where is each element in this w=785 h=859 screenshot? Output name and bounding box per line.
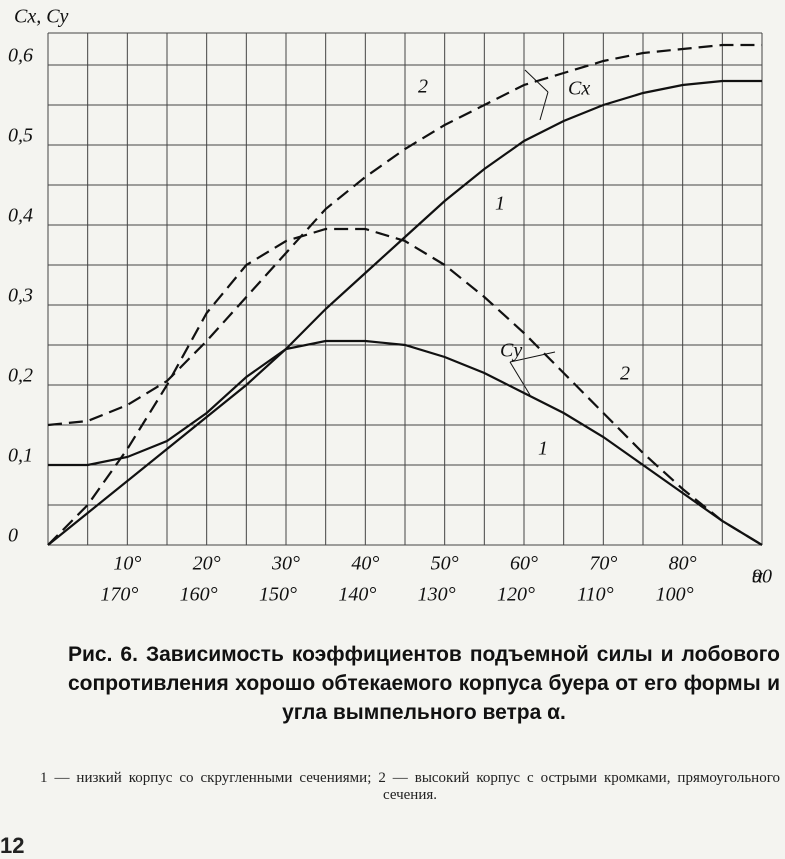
x-tick-label: 20° <box>193 553 221 575</box>
y-tick-label: 0,6 <box>8 45 33 67</box>
x2-tick-label: 120° <box>497 584 535 606</box>
page-number: 12 <box>0 833 25 858</box>
leader <box>539 91 549 121</box>
caption-title: Рис. 6. Зависимость коэффициентов подъем… <box>68 643 780 724</box>
line <box>47 227 763 546</box>
x2-tick-label: 110° <box>577 584 614 606</box>
chart: Cx, Cy α 10° 20° 30° 40° 50° 60° 70° 80° 90 170° 1… <box>8 6 772 606</box>
line <box>47 43 762 427</box>
y-tick-label: 0 <box>8 525 18 547</box>
x-tick-label: 90 <box>752 566 772 588</box>
y-tick-label: 0,1 <box>8 445 33 467</box>
x-tick-label: 80° <box>669 553 697 575</box>
x-tick-label: 10° <box>113 553 141 575</box>
line <box>48 339 763 546</box>
annotation: Cx <box>568 78 590 100</box>
y-tick-label: 0,3 <box>8 285 33 307</box>
y-tick-label: 0,2 <box>8 365 33 387</box>
caption-note: 1 — низкий корпус со скругленными сечени… <box>40 770 780 803</box>
annotation: Cy <box>500 340 522 362</box>
series-label: 2 <box>620 363 630 385</box>
x-tick-label: 50° <box>431 553 459 575</box>
leader <box>509 351 556 363</box>
x2-tick-label: 150° <box>259 584 297 606</box>
line <box>47 79 762 546</box>
x-tick-label: 60° <box>510 553 538 575</box>
series-label: 1 <box>538 438 548 460</box>
x2-tick-label: 170° <box>100 584 138 606</box>
x2-tick-label: 100° <box>656 584 694 606</box>
y-axis-label: Cx, Cy <box>14 6 69 28</box>
x-tick-label: 40° <box>351 553 379 575</box>
x-axis-label: α <box>752 566 763 588</box>
x-tick-label: 70° <box>589 553 617 575</box>
series-label: 2 <box>418 76 428 98</box>
x2-tick-label: 140° <box>338 584 376 606</box>
x2-tick-label: 130° <box>418 584 456 606</box>
x-tick-label: 30° <box>271 553 300 575</box>
series-label: 1 <box>495 193 505 215</box>
leader <box>509 361 531 396</box>
y-tick-label: 0,5 <box>8 125 33 147</box>
x2-tick-label: 160° <box>180 584 218 606</box>
y-tick-label: 0,4 <box>8 205 33 227</box>
